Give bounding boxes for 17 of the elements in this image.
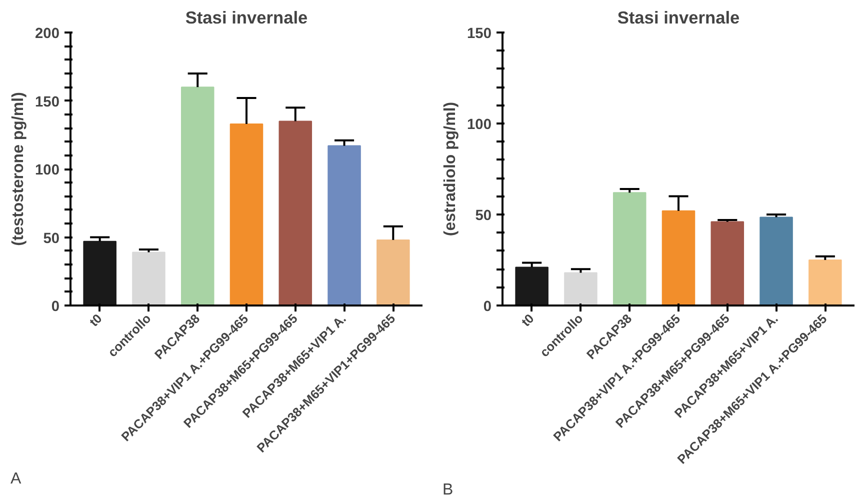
y-tick-label: 50 — [475, 208, 492, 224]
y-axis-title: (testosterone pg/ml) — [10, 92, 28, 246]
y-tick-label: 0 — [483, 299, 492, 315]
chart-title: Stasi invernale — [185, 8, 308, 28]
text: A — [10, 470, 22, 488]
y-axis-title: (estradiolo pg/ml) — [442, 102, 460, 236]
text: B — [442, 482, 454, 498]
y-tick-label: 150 — [35, 94, 60, 110]
y-tick-label: 100 — [467, 117, 492, 133]
y-tick-label: 50 — [43, 230, 60, 247]
y-tick-label: 100 — [35, 162, 60, 178]
x-tick-label: t0 — [518, 312, 537, 330]
y-tick-label: 0 — [51, 299, 60, 315]
y-tick-label: 150 — [467, 26, 492, 42]
x-tick-label: t0 — [86, 312, 105, 330]
chart-title: Stasi invernale — [617, 8, 740, 28]
y-tick-label: 200 — [35, 26, 60, 42]
